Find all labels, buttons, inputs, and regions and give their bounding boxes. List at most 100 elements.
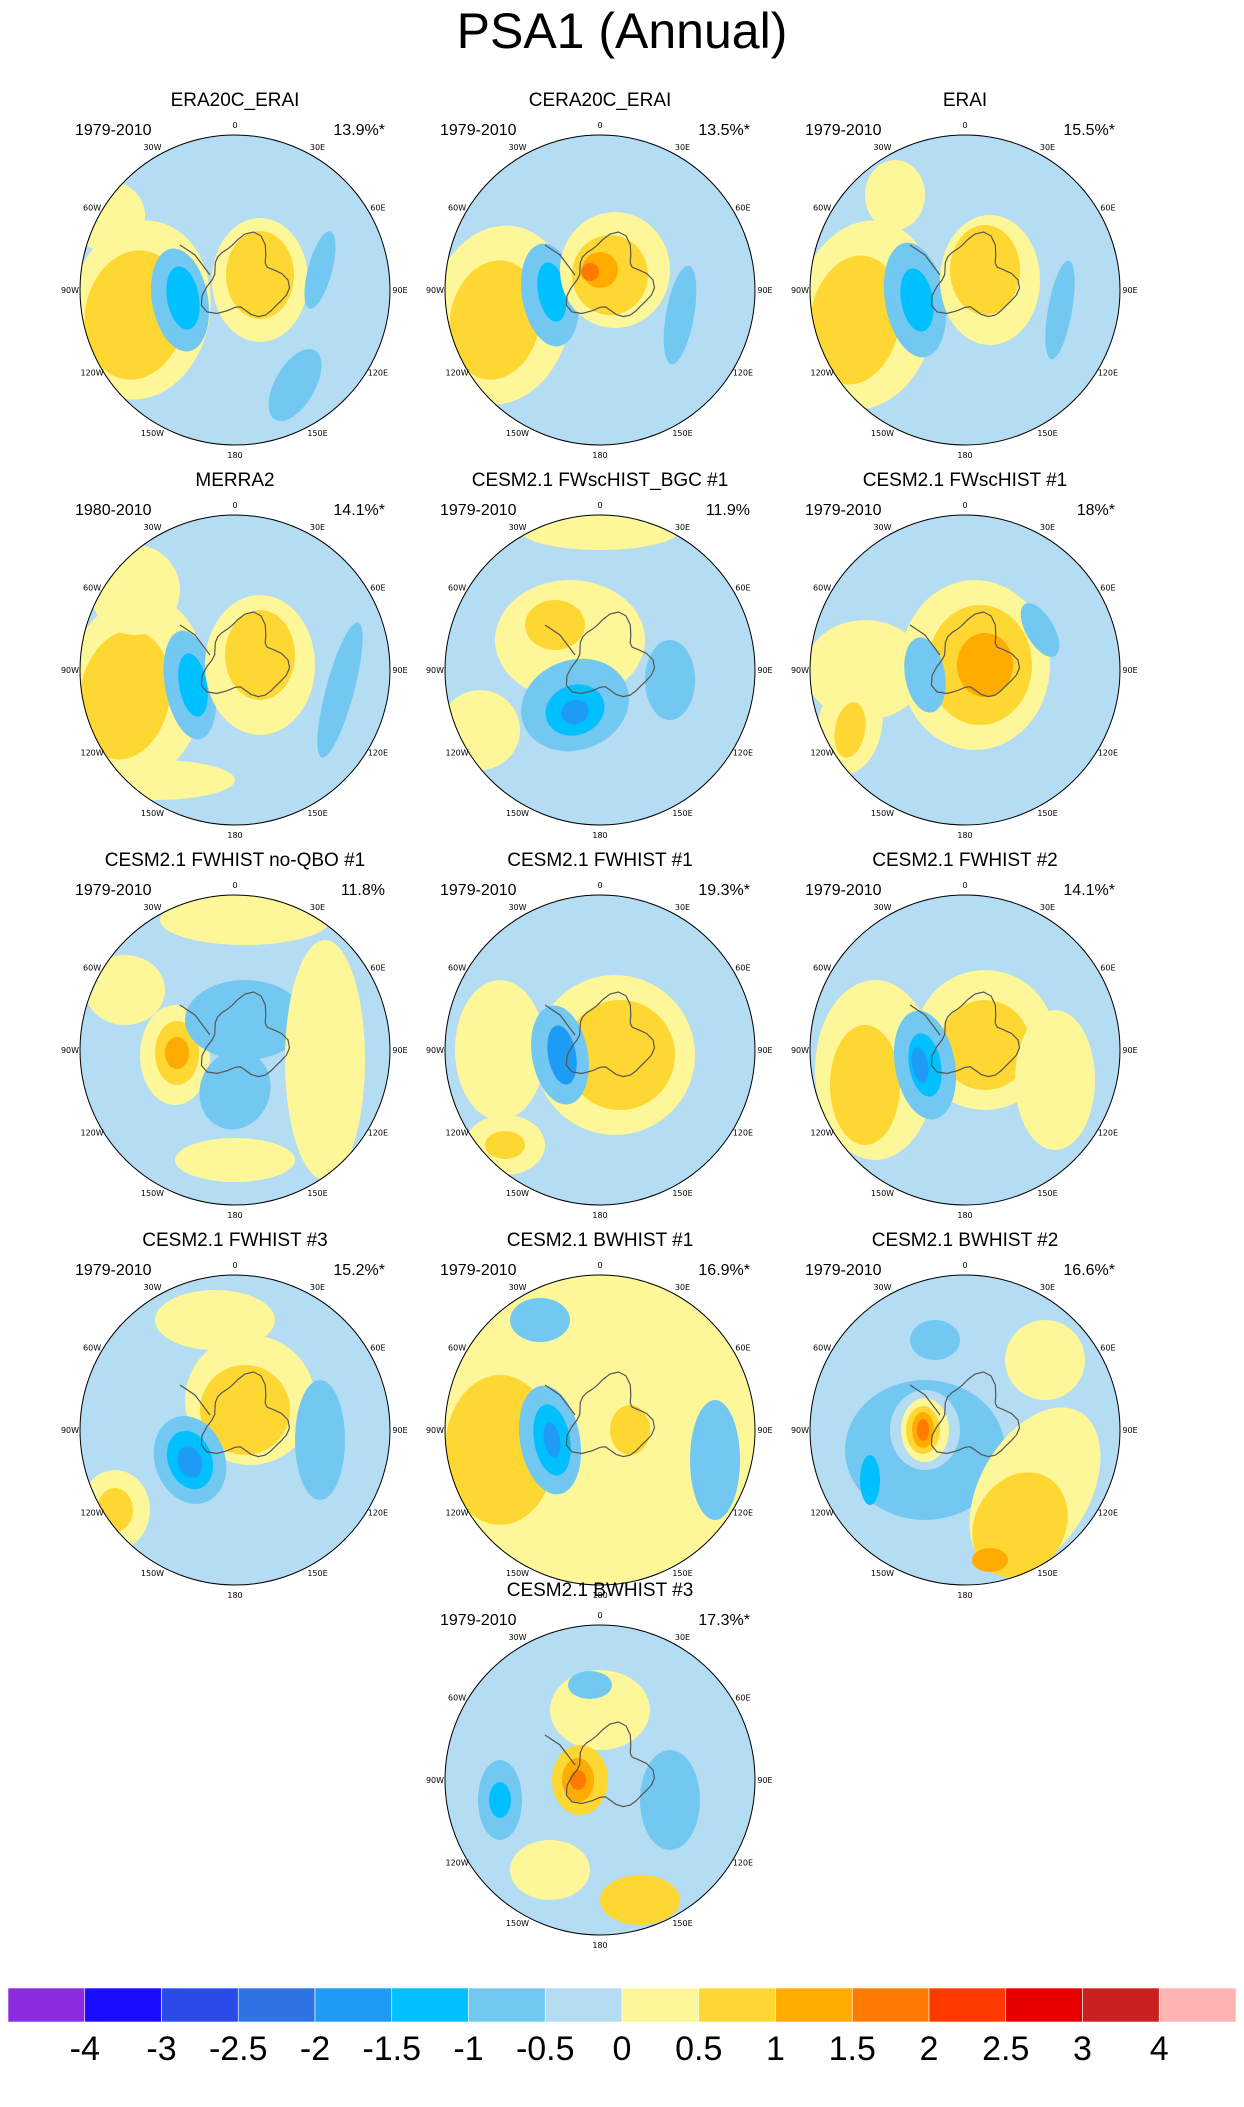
longitude-label: 60W: [83, 1344, 101, 1353]
polar-map: 0 30E 60E 90E 120E 150E 180 150W 120W 90W 60W 30W: [61, 881, 408, 1220]
contour-blob: [178, 653, 208, 717]
colorbar-box: [468, 1988, 546, 2023]
colorbar-tick-label: 4: [1149, 2030, 1169, 2068]
longitude-label: 60W: [813, 584, 831, 593]
contour-blob: [199, 1050, 271, 1130]
contour-blob: [568, 1671, 612, 1699]
longitude-label: 30W: [143, 143, 161, 152]
panel-variance: 11.9%: [705, 502, 750, 519]
polar-map: 0 30E 60E 90E 120E 150E 180 150W 120W 90W 60W 30W: [791, 1261, 1138, 1600]
longitude-label: 120E: [733, 1509, 753, 1518]
contour-blob: [1005, 1320, 1085, 1400]
polar-map: 0 30E 60E 90E 120E 150E 180 150W 120W 90W 60W 30W: [426, 501, 773, 840]
contour-blob: [1045, 260, 1075, 360]
longitude-label: 60E: [1100, 584, 1115, 593]
longitude-label: 90E: [757, 1426, 772, 1435]
map-border: [809, 514, 1121, 826]
longitude-label: 120W: [81, 749, 104, 758]
contour-blob: [640, 1750, 700, 1850]
map-panel: CESM2.1 FWHIST #1 1979-2010 19.3%* 0 30E 60E 9…: [410, 850, 790, 1230]
colorbar-tick-label: 1: [766, 2030, 785, 2068]
longitude-label: 180: [592, 451, 607, 460]
polar-map: 0 30E 60E 90E 120E 150E 180 150W 120W 90W 60W 30W: [791, 881, 1138, 1220]
contour-field: [80, 895, 390, 1205]
longitude-label: 0: [962, 501, 967, 510]
contour-blob: [185, 980, 305, 1060]
longitude-label: 60E: [1100, 1344, 1115, 1353]
contour-blob: [581, 263, 599, 281]
longitude-label: 150E: [672, 1919, 692, 1928]
panel-variance: 18%*: [1076, 502, 1115, 519]
longitude-label: 0: [597, 881, 602, 890]
panel-variance: 14.1%*: [333, 502, 385, 519]
longitude-label: 0: [597, 501, 602, 510]
contour-blob: [80, 180, 145, 250]
longitude-label: 90E: [757, 1046, 772, 1055]
longitude-label: 90W: [426, 1046, 444, 1055]
longitude-label: 120W: [446, 749, 469, 758]
map-border: [809, 1274, 1121, 1586]
colorbar-box: [621, 1988, 700, 2023]
colorbar-box: [8, 1988, 86, 2023]
longitude-label: 150E: [1037, 1189, 1057, 1198]
panel-title: CESM2.1 FWHIST #1: [507, 850, 693, 871]
map-border: [79, 894, 391, 1206]
panel-period: 1979-2010: [75, 122, 152, 139]
map-panel: CESM2.1 FWscHIST_BGC #1 1979-2010 11.9% 0 30…: [410, 470, 790, 850]
longitude-label: 180: [592, 831, 607, 840]
longitude-label: 90E: [392, 286, 407, 295]
colorbar-tick-label: 2.5: [982, 2030, 1030, 2068]
longitude-label: 90W: [61, 666, 79, 675]
longitude-label: 90E: [392, 1046, 407, 1055]
coastline: [179, 991, 291, 1078]
longitude-label: 0: [232, 881, 237, 890]
longitude-label: 30W: [873, 903, 891, 912]
longitude-label: 30W: [508, 143, 526, 152]
longitude-label: 180: [592, 1941, 607, 1950]
longitude-label: 120E: [368, 1129, 388, 1138]
longitude-label: 150E: [672, 1569, 692, 1578]
colorbar-box: [928, 1988, 1007, 2023]
longitude-label: 60E: [370, 1344, 385, 1353]
panel-period: 1979-2010: [75, 882, 152, 899]
longitude-label: 150E: [307, 1569, 327, 1578]
longitude-label: 150E: [1037, 429, 1057, 438]
longitude-label: 90W: [61, 1046, 79, 1055]
longitude-label: 150E: [672, 429, 692, 438]
polar-map: 0 30E 60E 90E 120E 150E 180 150W 120W 90W 60W 30W: [791, 501, 1138, 840]
map-panel: CESM2.1 FWHIST #3 1979-2010 15.2%* 0 30E 60E 9…: [45, 1230, 425, 1610]
longitude-label: 150E: [307, 1189, 327, 1198]
contour-blob: [663, 265, 697, 365]
panel-variance: 19.3%*: [698, 882, 750, 899]
contour-blob: [510, 1298, 570, 1342]
longitude-label: 90W: [61, 1426, 79, 1435]
map-border: [444, 1624, 756, 1936]
longitude-label: 60W: [813, 204, 831, 213]
contour-field: [810, 1275, 1120, 1585]
contour-field: [445, 1275, 755, 1585]
contour-blob: [810, 255, 901, 385]
colorbar-box: [1158, 1988, 1236, 2023]
panel-variance: 17.3%*: [698, 1612, 750, 1629]
longitude-label: 120W: [81, 369, 104, 378]
longitude-label: 0: [962, 121, 967, 130]
longitude-label: 150W: [506, 429, 529, 438]
longitude-label: 150E: [1037, 1569, 1057, 1578]
colorbar-box: [775, 1988, 853, 2023]
longitude-label: 180: [227, 1591, 242, 1600]
polar-map: 0 30E 60E 90E 120E 150E 180 150W 120W 90W 60W 30W: [61, 121, 408, 460]
longitude-label: 0: [232, 501, 237, 510]
longitude-label: 30E: [310, 523, 325, 532]
contour-blob: [268, 348, 322, 422]
longitude-label: 90E: [757, 1776, 772, 1785]
longitude-label: 60E: [735, 204, 750, 213]
longitude-label: 90W: [791, 286, 809, 295]
colorbar-tick-label: 1.5: [828, 2030, 876, 2068]
longitude-label: 150W: [506, 1569, 529, 1578]
longitude-label: 60W: [83, 584, 101, 593]
longitude-label: 30E: [675, 523, 690, 532]
longitude-label: 180: [957, 1591, 972, 1600]
panel-variance: 13.9%*: [333, 122, 385, 139]
coastline: [909, 1371, 1021, 1458]
longitude-label: 120W: [811, 369, 834, 378]
